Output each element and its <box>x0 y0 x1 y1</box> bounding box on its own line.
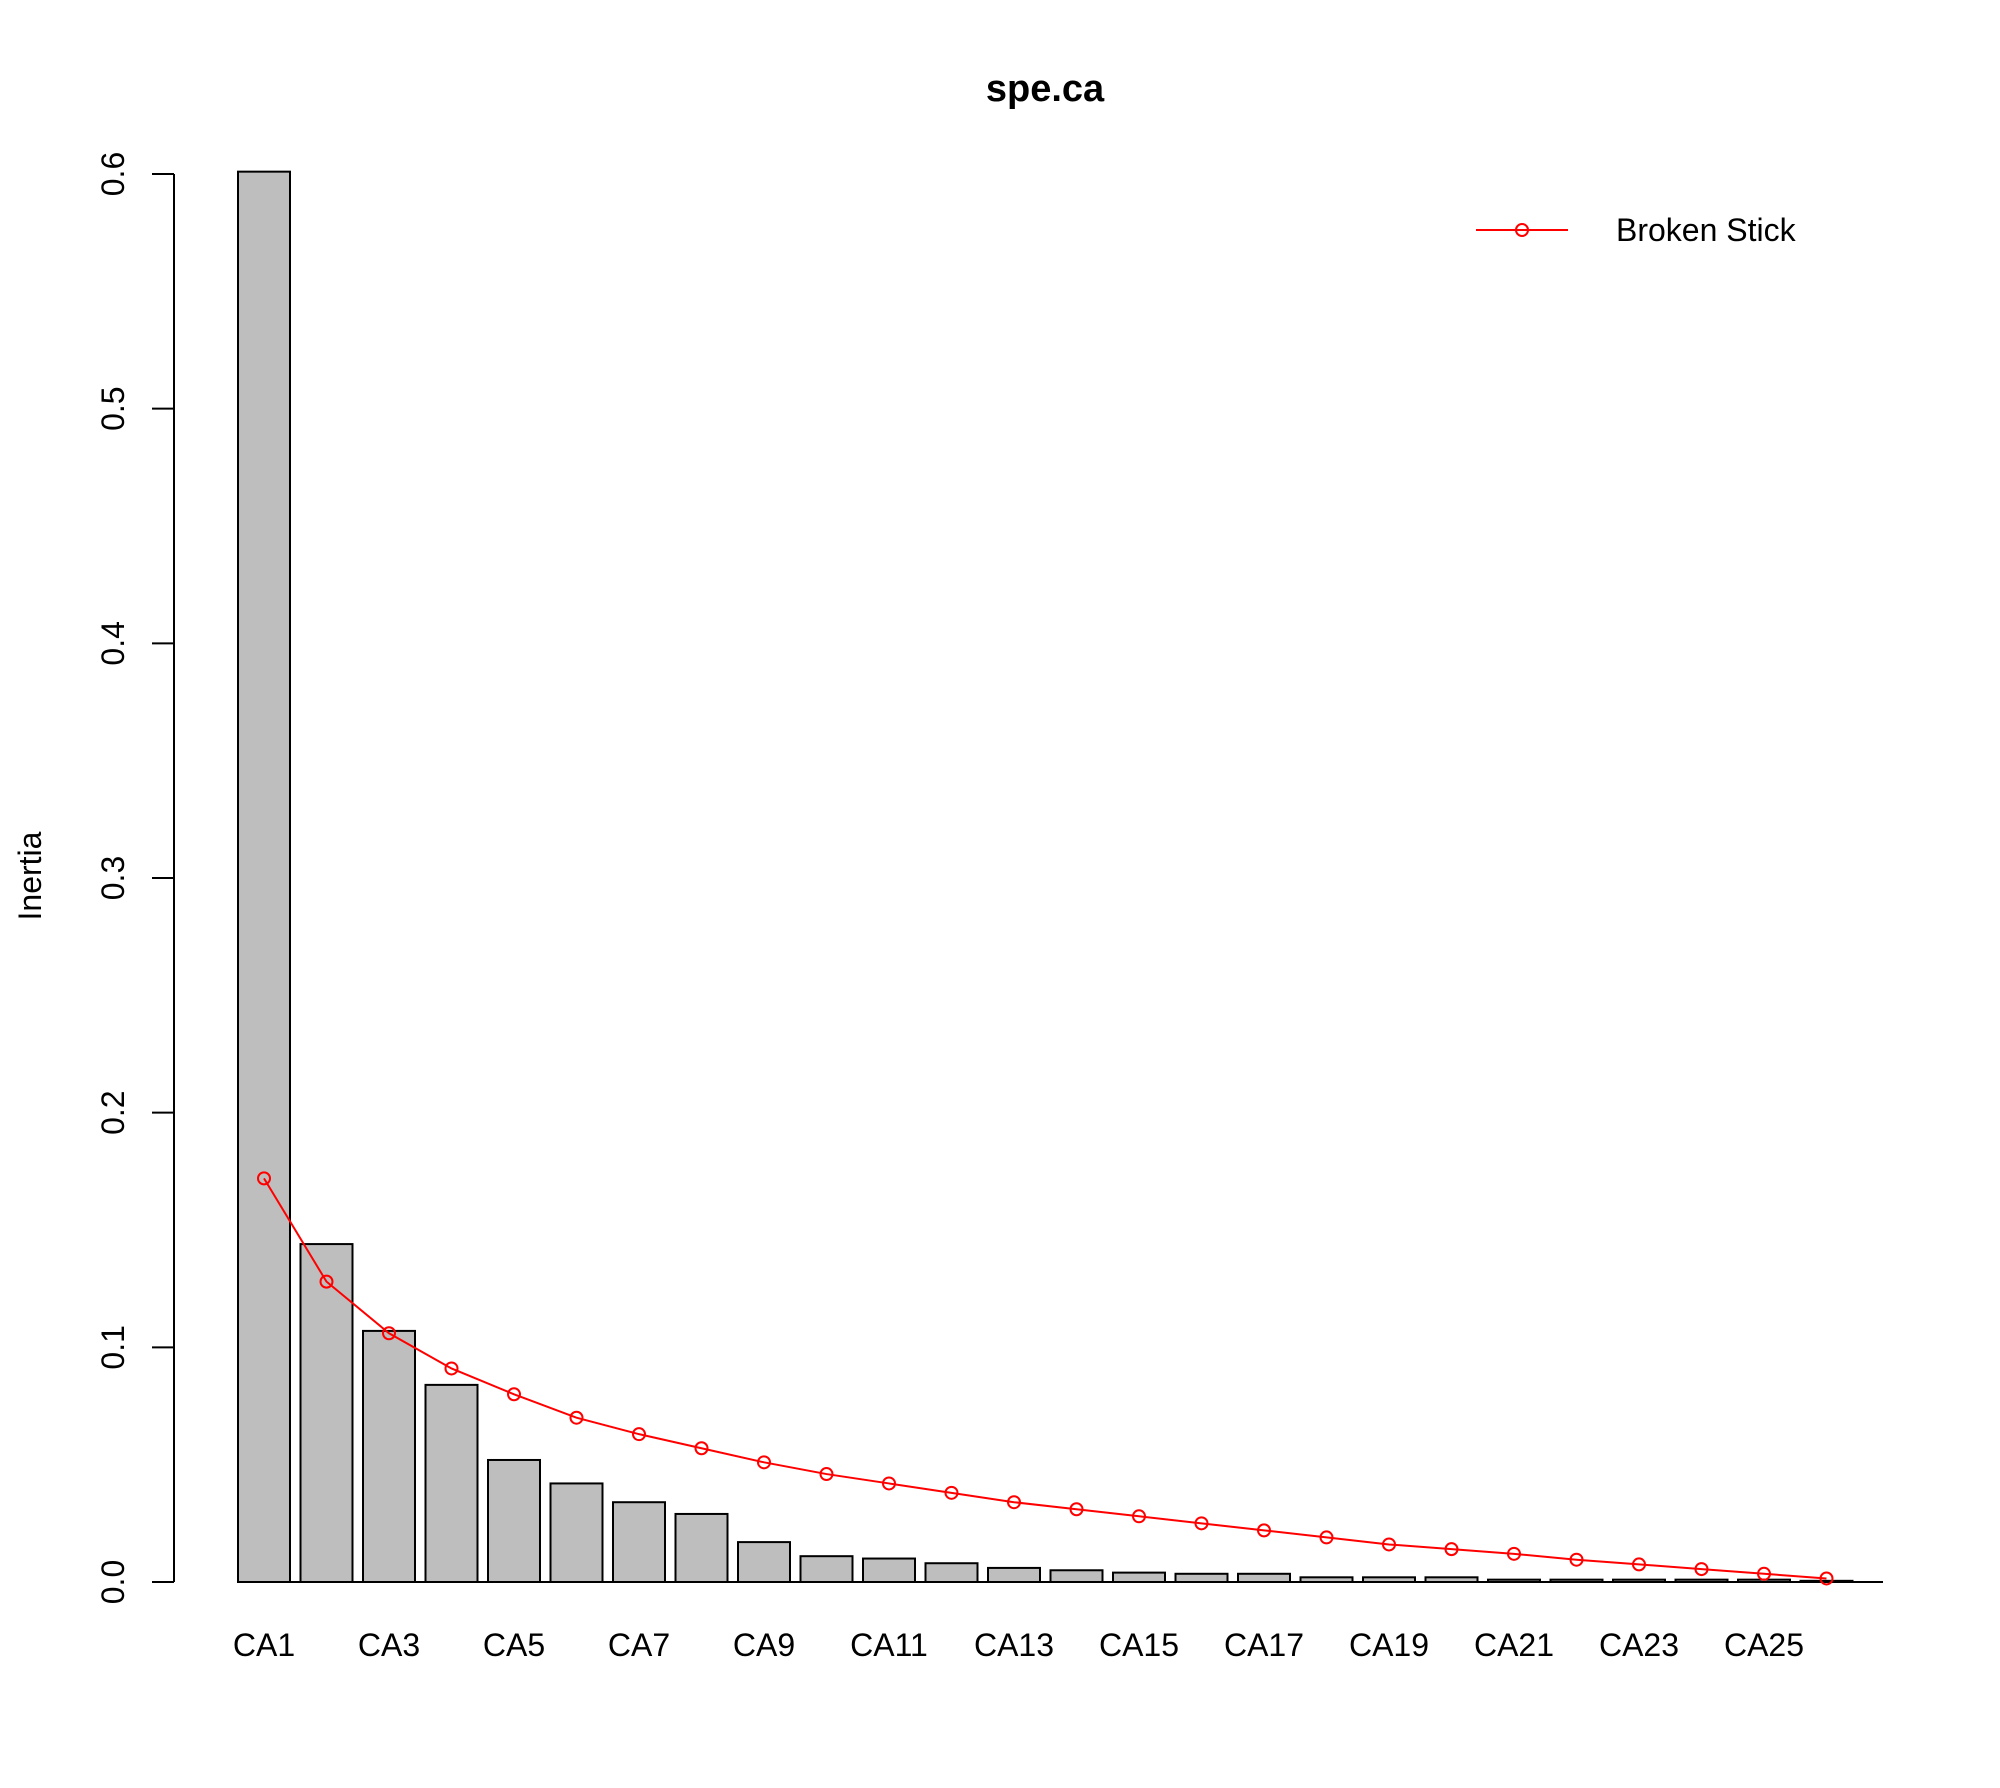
y-tick-label: 0.1 <box>95 1325 131 1369</box>
x-tick-label: CA1 <box>233 1627 295 1663</box>
x-tick-label: CA17 <box>1224 1627 1304 1663</box>
legend-label-broken-stick: Broken Stick <box>1616 212 1797 248</box>
legend: Broken Stick <box>1476 212 1797 248</box>
x-tick-label: CA15 <box>1099 1627 1179 1663</box>
series-point <box>569 1410 584 1425</box>
legend-marker <box>1515 223 1529 237</box>
series-point <box>944 1485 959 1500</box>
series-point <box>1132 1509 1146 1524</box>
series-point <box>757 1455 771 1470</box>
bar-ca16 <box>1174 1572 1229 1583</box>
bar-ca13 <box>987 1566 1041 1584</box>
x-tick-label: CA7 <box>608 1627 670 1663</box>
chart-title: spe.ca <box>986 68 1105 110</box>
series-point <box>694 1441 709 1456</box>
bar-ca4 <box>424 1383 479 1583</box>
y-tick-label: 0.0 <box>95 1560 131 1604</box>
y-tick-label: 0.4 <box>95 621 131 665</box>
series-point <box>1444 1542 1459 1557</box>
series-point <box>1569 1552 1584 1567</box>
bar-ca5 <box>487 1458 541 1584</box>
bar-ca10 <box>799 1555 854 1583</box>
x-tick-label: CA3 <box>358 1627 420 1663</box>
bars <box>237 170 1854 1584</box>
y-axis-label: Inertia <box>12 831 48 920</box>
series-point <box>507 1387 521 1402</box>
x-tick-label: CA9 <box>733 1627 795 1663</box>
bar-ca7 <box>612 1501 666 1584</box>
broken-stick-series <box>257 1171 1834 1586</box>
series-line <box>263 1177 1827 1580</box>
y-tick-label: 0.3 <box>95 856 131 900</box>
bar-ca17 <box>1237 1572 1291 1583</box>
series-point <box>632 1427 646 1442</box>
series-point <box>382 1326 396 1341</box>
series-point <box>1194 1516 1209 1531</box>
series-point <box>1757 1566 1771 1581</box>
series-point <box>1819 1571 1834 1586</box>
series-point <box>319 1274 334 1289</box>
series-point <box>1382 1537 1396 1552</box>
y-tick-label: 0.5 <box>95 386 131 430</box>
y-axis: 0.0 0.1 0.2 0.3 0.4 0.5 0.6 <box>95 152 175 1604</box>
series-point <box>444 1361 459 1376</box>
bar-ca3 <box>362 1329 416 1583</box>
x-tick-label: CA25 <box>1724 1627 1804 1663</box>
bar-ca6 <box>549 1482 604 1583</box>
bar-ca14 <box>1049 1569 1104 1584</box>
x-tick-label: CA21 <box>1474 1627 1554 1663</box>
series-point <box>257 1171 271 1186</box>
series-point <box>1257 1523 1271 1538</box>
y-tick-label: 0.2 <box>95 1090 131 1134</box>
series-point <box>1007 1495 1021 1510</box>
series-point <box>1507 1546 1521 1561</box>
x-axis-tick-labels: CA1 CA3 CA5 CA7 CA9 CA11 CA13 CA15 CA17 CA19 CA21 C… <box>233 1627 1804 1663</box>
x-tick-label: CA23 <box>1599 1627 1679 1663</box>
bar-ca12 <box>924 1562 979 1584</box>
series-point <box>1319 1530 1334 1545</box>
bar-ca11 <box>862 1557 916 1583</box>
bar-ca9 <box>737 1541 791 1584</box>
series-point <box>1632 1557 1646 1572</box>
bar-ca15 <box>1112 1571 1166 1583</box>
x-tick-label: CA5 <box>483 1627 545 1663</box>
series-point <box>1069 1502 1084 1517</box>
bar-ca2 <box>299 1243 354 1583</box>
series-point <box>1694 1562 1709 1577</box>
x-tick-label: CA19 <box>1349 1627 1429 1663</box>
series-point <box>882 1476 896 1491</box>
x-tick-label: CA11 <box>850 1627 928 1663</box>
bar-ca8 <box>674 1512 729 1583</box>
y-tick-label: 0.6 <box>95 152 131 196</box>
bar-ca1 <box>237 170 291 1584</box>
series-point <box>819 1467 834 1482</box>
x-tick-label: CA13 <box>974 1627 1054 1663</box>
